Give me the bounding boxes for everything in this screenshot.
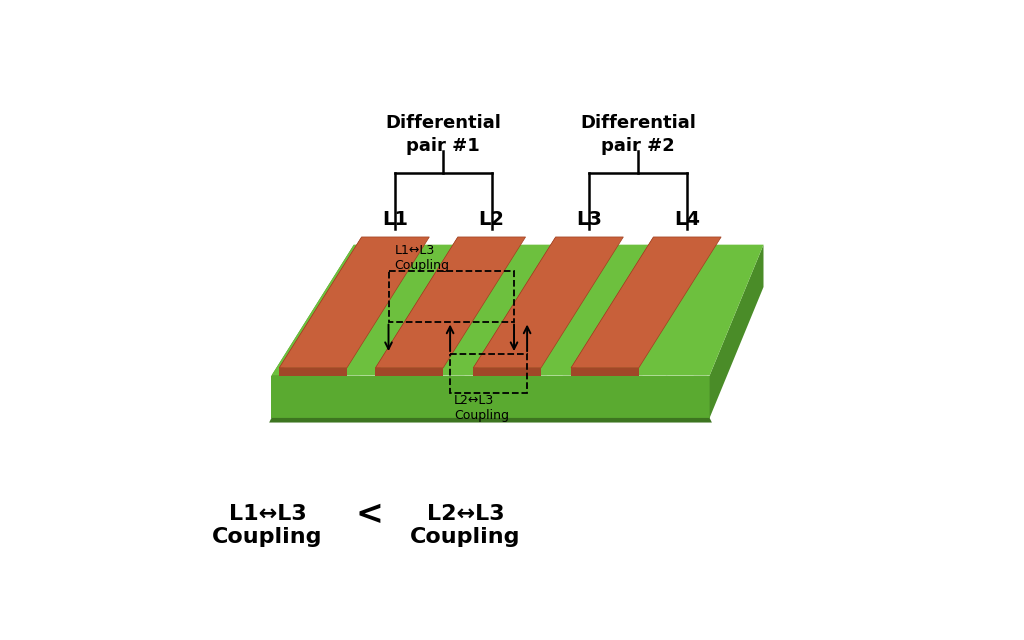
Polygon shape [271, 376, 710, 418]
Polygon shape [269, 418, 712, 422]
Polygon shape [473, 237, 624, 368]
Text: L2↔L3
Coupling: L2↔L3 Coupling [411, 504, 521, 547]
Polygon shape [571, 237, 721, 368]
Text: SIERRA: SIERRA [332, 266, 718, 358]
Text: L1: L1 [382, 211, 409, 229]
Polygon shape [376, 237, 525, 368]
Polygon shape [376, 237, 458, 376]
Text: L2↔L3
Coupling: L2↔L3 Coupling [454, 394, 509, 422]
Text: L4: L4 [674, 211, 700, 229]
Polygon shape [710, 244, 764, 418]
Polygon shape [571, 368, 639, 376]
Text: <: < [355, 498, 383, 531]
Text: L1↔L3
Coupling: L1↔L3 Coupling [212, 504, 323, 547]
Text: CIRCUITS: CIRCUITS [337, 335, 713, 404]
Text: Differential
pair #2: Differential pair #2 [580, 115, 696, 155]
Text: L2: L2 [478, 211, 505, 229]
Text: L3: L3 [577, 211, 602, 229]
Polygon shape [280, 237, 361, 376]
Polygon shape [271, 244, 764, 376]
Polygon shape [280, 237, 429, 368]
Polygon shape [271, 244, 354, 418]
Polygon shape [376, 368, 443, 376]
Text: Differential
pair #1: Differential pair #1 [385, 115, 501, 155]
Polygon shape [280, 368, 347, 376]
Text: L1↔L3
Coupling: L1↔L3 Coupling [394, 244, 450, 273]
Polygon shape [473, 237, 556, 376]
Polygon shape [473, 368, 541, 376]
Polygon shape [571, 237, 653, 376]
